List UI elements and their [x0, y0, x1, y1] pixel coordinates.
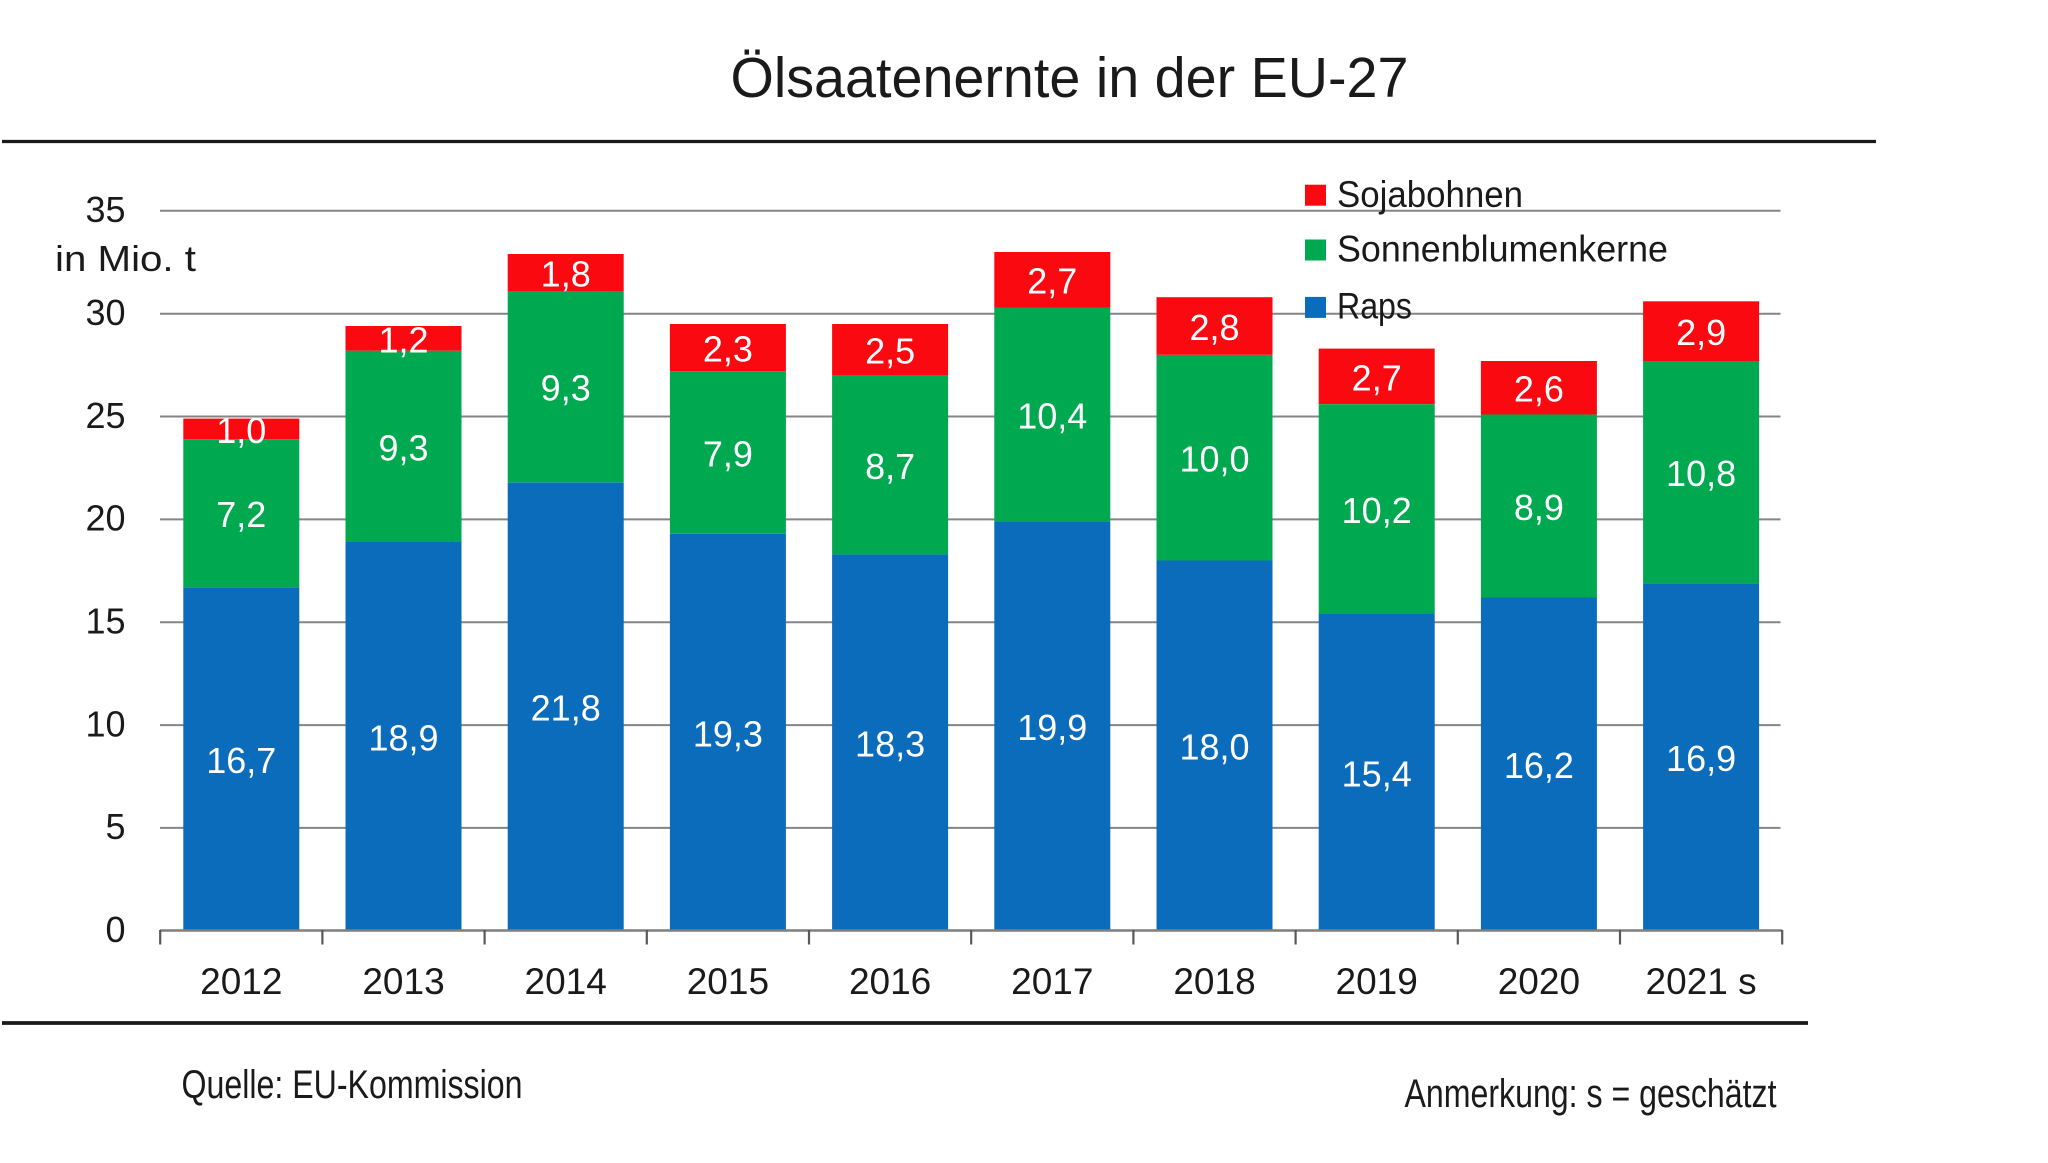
svg-text:7,9: 7,9	[703, 434, 753, 475]
svg-text:Sojabohnen: Sojabohnen	[1337, 174, 1523, 215]
svg-text:2,8: 2,8	[1189, 307, 1239, 348]
svg-text:2018: 2018	[1173, 961, 1255, 1002]
svg-text:2021 s: 2021 s	[1646, 961, 1757, 1002]
svg-text:2017: 2017	[1011, 961, 1093, 1002]
svg-text:10,4: 10,4	[1017, 396, 1087, 437]
svg-text:19,3: 19,3	[693, 713, 763, 754]
svg-text:0: 0	[105, 909, 125, 950]
svg-text:10,0: 10,0	[1179, 439, 1249, 480]
svg-text:Sonnenblumenkerne: Sonnenblumenkerne	[1337, 228, 1668, 269]
svg-text:2,7: 2,7	[1027, 261, 1077, 302]
svg-text:2015: 2015	[687, 961, 769, 1002]
svg-text:8,7: 8,7	[865, 446, 915, 487]
svg-text:2014: 2014	[525, 961, 607, 1002]
svg-text:2,3: 2,3	[703, 329, 753, 370]
svg-text:Raps: Raps	[1337, 286, 1412, 327]
svg-text:10: 10	[85, 703, 125, 744]
svg-text:25: 25	[85, 395, 125, 436]
svg-text:18,0: 18,0	[1179, 727, 1249, 768]
svg-text:18,3: 18,3	[855, 724, 925, 765]
svg-text:Anmerkung: s = geschätzt: Anmerkung: s = geschätzt	[1405, 1072, 1777, 1116]
svg-text:30: 30	[85, 292, 125, 333]
svg-text:18,9: 18,9	[368, 717, 438, 758]
svg-text:1,8: 1,8	[541, 254, 591, 295]
svg-text:2,5: 2,5	[865, 331, 915, 372]
svg-text:2019: 2019	[1336, 961, 1418, 1002]
svg-text:35: 35	[85, 189, 125, 230]
svg-text:2,9: 2,9	[1676, 312, 1726, 353]
svg-text:7,2: 7,2	[216, 494, 266, 535]
svg-text:8,9: 8,9	[1514, 487, 1564, 528]
svg-text:2016: 2016	[849, 961, 931, 1002]
svg-text:1,2: 1,2	[378, 319, 428, 360]
svg-text:2012: 2012	[200, 961, 282, 1002]
svg-text:Ölsaatenernte in der EU-27: Ölsaatenernte in der EU-27	[731, 46, 1409, 110]
svg-text:20: 20	[85, 498, 125, 539]
svg-text:16,7: 16,7	[206, 740, 276, 781]
svg-text:Quelle: EU-Kommission: Quelle: EU-Kommission	[182, 1063, 523, 1107]
svg-text:19,9: 19,9	[1017, 707, 1087, 748]
svg-text:9,3: 9,3	[378, 427, 428, 468]
svg-text:2,7: 2,7	[1352, 357, 1402, 398]
svg-text:15: 15	[85, 601, 125, 642]
svg-text:16,2: 16,2	[1504, 745, 1574, 786]
svg-text:21,8: 21,8	[531, 688, 601, 729]
svg-text:2013: 2013	[362, 961, 444, 1002]
svg-text:2020: 2020	[1498, 961, 1580, 1002]
svg-text:10,2: 10,2	[1342, 490, 1412, 531]
svg-text:in Mio. t: in Mio. t	[55, 238, 196, 279]
svg-text:16,9: 16,9	[1666, 738, 1736, 779]
svg-text:1,0: 1,0	[216, 410, 266, 451]
svg-text:10,8: 10,8	[1666, 453, 1736, 494]
svg-text:15,4: 15,4	[1342, 753, 1412, 794]
svg-text:5: 5	[105, 806, 125, 847]
svg-text:2,6: 2,6	[1514, 369, 1564, 410]
svg-text:9,3: 9,3	[541, 368, 591, 409]
